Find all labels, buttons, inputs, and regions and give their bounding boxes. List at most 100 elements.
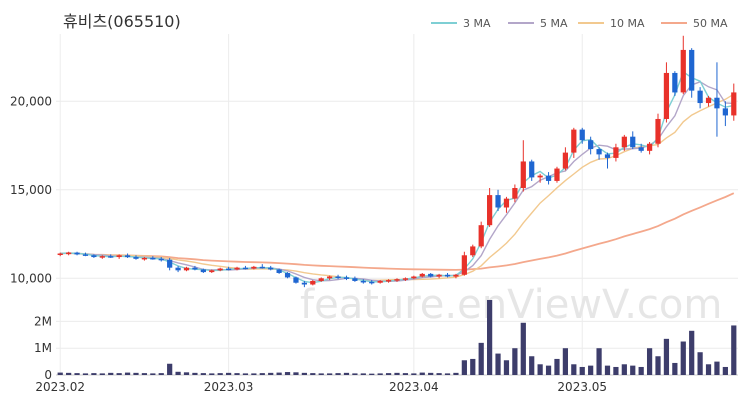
candle [57, 252, 63, 257]
candle [318, 277, 324, 282]
volume-bar [529, 356, 535, 375]
volume-bar [124, 372, 131, 375]
ma-line-10 [60, 93, 735, 282]
volume-tick-label: 2M [34, 314, 52, 328]
volume-bar [99, 373, 105, 375]
candle-body [234, 267, 240, 270]
volume-bar [242, 373, 249, 375]
volume-bar [167, 363, 173, 375]
axis-labels: 10,000 15,000 20,000 0 1M 2M 2023.02 2023.03 202… [10, 94, 607, 394]
candle-body [91, 255, 97, 258]
candle [705, 95, 712, 107]
volume-bar [512, 348, 518, 375]
candle [655, 113, 661, 148]
volume-bar [327, 373, 333, 375]
candle-body [209, 270, 215, 273]
legend-item: 10 MA [578, 17, 645, 30]
volume-bar [66, 372, 72, 375]
date-tick-label: 2023.02 [35, 380, 85, 394]
candle [444, 272, 451, 278]
candle-body [495, 195, 501, 208]
candle-body [175, 267, 181, 271]
candle [394, 278, 400, 282]
candle-body [411, 276, 417, 279]
volume-bar [436, 373, 442, 375]
volume-bar [419, 372, 425, 375]
candle-body [529, 161, 535, 178]
volume-tick-label: 0 [44, 368, 52, 382]
candle-body [276, 269, 282, 273]
candle-body [352, 278, 358, 281]
volume-bar [689, 330, 695, 375]
candle [402, 277, 409, 281]
volume-bar [268, 372, 274, 375]
candle-body [655, 118, 661, 144]
candle-body [394, 279, 400, 281]
candle [183, 266, 190, 272]
candle [646, 141, 653, 155]
candle-body [562, 152, 569, 169]
candle [343, 275, 350, 281]
candle [714, 62, 720, 137]
candle [310, 280, 316, 286]
volume-bar [571, 364, 577, 375]
date-tick-label: 2023.04 [389, 380, 439, 394]
volume-bar [175, 371, 181, 375]
candle-body [453, 274, 459, 277]
candle [722, 101, 728, 127]
volume-bar [545, 365, 552, 375]
volume-bar [655, 356, 661, 375]
candle-body [360, 280, 366, 283]
candle-body [503, 198, 510, 208]
candle [150, 256, 156, 260]
volume-bar [453, 372, 459, 375]
volume-bar [200, 373, 206, 375]
legend-item: 3 MA [431, 17, 491, 30]
candle-body [259, 266, 265, 269]
candle [613, 143, 619, 162]
candle-body [428, 273, 434, 277]
candle-body [697, 90, 703, 104]
candle-body [385, 280, 392, 282]
volume-bar [672, 362, 678, 375]
candle-body [478, 225, 484, 247]
candle [352, 276, 358, 282]
candle-body [225, 268, 232, 271]
candle [327, 275, 333, 281]
candle-body [133, 257, 139, 259]
volume-bar [554, 358, 560, 375]
volume-bar [520, 322, 526, 375]
candle-body [251, 266, 257, 269]
volume-bar [192, 372, 198, 375]
candle [268, 265, 274, 271]
candle-body [512, 188, 518, 199]
candle [108, 254, 114, 258]
candle-body [630, 136, 636, 148]
volume-bar [680, 341, 686, 375]
candle [284, 272, 291, 279]
candle-body [571, 129, 577, 153]
candle-body [183, 267, 190, 271]
candle [638, 143, 644, 153]
candle-body [545, 175, 552, 181]
volume-bar [444, 373, 451, 375]
candle-body [663, 72, 670, 119]
candle [495, 189, 501, 212]
candle [234, 266, 240, 271]
candle [663, 62, 670, 123]
chart-title: 휴비츠(065510) [63, 12, 181, 31]
candle-body [638, 147, 644, 151]
volume-bar [646, 348, 653, 375]
candle [545, 172, 552, 185]
volume-bar [82, 373, 89, 375]
candle [697, 87, 703, 109]
price-tick-label: 15,000 [10, 183, 52, 197]
volume-bar [318, 373, 324, 375]
candle [301, 280, 307, 288]
candle-body [301, 282, 307, 285]
candle [689, 48, 695, 98]
volume-bar [613, 366, 619, 375]
volume-bar [596, 348, 602, 375]
candle-body [731, 92, 737, 116]
